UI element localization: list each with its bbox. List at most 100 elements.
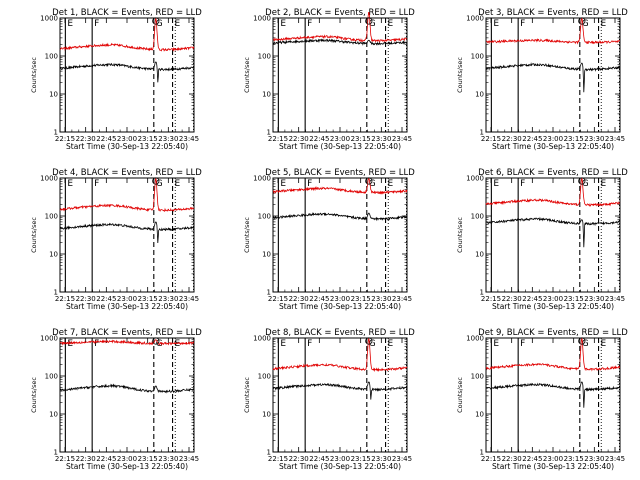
x-tick-label: 23:00: [330, 455, 350, 463]
x-tick-label: 22:30: [502, 135, 522, 143]
y-axis-label: Counts/sec: [30, 217, 38, 253]
axes-frame: [272, 177, 408, 293]
x-tick-label: 23:00: [330, 295, 350, 303]
y-tick-label: 100: [45, 213, 58, 221]
marker-label: F: [520, 179, 525, 189]
x-tick-label: 22:45: [309, 455, 329, 463]
x-tick-label: 23:45: [392, 295, 412, 303]
detector-panel-3: Det 3, BLACK = Events, RED = LLD 1 10 100 10…: [456, 8, 628, 151]
y-tick-label: 1000: [466, 175, 484, 183]
y-tick-label: 10: [262, 251, 271, 259]
x-tick-label: 23:00: [117, 135, 137, 143]
series-lld: [272, 338, 408, 373]
y-axis-label: Counts/sec: [456, 57, 464, 93]
marker-label: G: [369, 19, 376, 29]
y-tick-label: 10: [475, 411, 484, 419]
y-tick-label: 1000: [40, 335, 58, 343]
y-tick-label: 100: [471, 373, 484, 381]
marker-label: E: [388, 179, 394, 189]
axes-frame: [485, 17, 621, 133]
series-events: [485, 216, 621, 248]
x-tick-label: 22:30: [502, 455, 522, 463]
detector-panel-7: Det 7, BLACK = Events, RED = LLD 1 10 100 10…: [30, 328, 202, 471]
x-tick-label: 23:15: [138, 135, 158, 143]
x-tick-label: 23:30: [584, 455, 604, 463]
peak-circle: [152, 177, 160, 185]
x-tick-label: 22:30: [289, 455, 309, 463]
y-axis-label: Counts/sec: [243, 377, 251, 413]
marker-label: G: [582, 339, 589, 349]
peak-circle: [578, 337, 586, 345]
marker-label: G: [369, 179, 376, 189]
y-tick-label: 10: [262, 91, 271, 99]
x-tick-label: 23:15: [351, 455, 371, 463]
x-axis-label: Start Time (30-Sep-13 22:05:40): [492, 462, 614, 471]
x-tick-label: 22:15: [481, 135, 501, 143]
axes-frame: [485, 177, 621, 293]
x-tick-label: 22:15: [55, 455, 75, 463]
x-tick-label: 22:15: [268, 135, 288, 143]
marker-label: F: [94, 19, 99, 29]
peak-circle: [365, 17, 373, 25]
x-tick-label: 23:00: [117, 455, 137, 463]
y-axis-label: Counts/sec: [30, 377, 38, 413]
y-tick-label: 1000: [253, 15, 271, 23]
x-tick-label: 23:15: [138, 295, 158, 303]
x-tick-label: 23:45: [605, 135, 625, 143]
y-axis-label: Counts/sec: [456, 217, 464, 253]
series-lld: [272, 177, 408, 195]
peak-circle: [365, 177, 373, 185]
x-tick-label: 23:15: [351, 295, 371, 303]
y-axis-label: Counts/sec: [243, 57, 251, 93]
marker-label: E: [280, 19, 286, 29]
y-tick-label: 1: [480, 289, 484, 297]
x-axis-label: Start Time (30-Sep-13 22:05:40): [492, 142, 614, 151]
y-tick-label: 1000: [253, 175, 271, 183]
x-tick-label: 23:00: [330, 135, 350, 143]
y-tick-label: 1: [54, 289, 58, 297]
x-tick-label: 23:15: [351, 135, 371, 143]
x-tick-label: 22:15: [55, 135, 75, 143]
x-axis-label: Start Time (30-Sep-13 22:05:40): [279, 302, 401, 311]
x-tick-label: 22:30: [76, 455, 96, 463]
y-axis-label: Counts/sec: [456, 377, 464, 413]
detector-panel-6: Det 6, BLACK = Events, RED = LLD 1 10 100 10…: [456, 168, 628, 311]
panel-title: Det 9, BLACK = Events, RED = LLD: [478, 328, 628, 338]
x-tick-label: 23:00: [543, 135, 563, 143]
x-axis-label: Start Time (30-Sep-13 22:05:40): [66, 462, 188, 471]
axes-frame: [59, 337, 195, 453]
series-lld: [59, 18, 195, 52]
marker-label: F: [307, 179, 312, 189]
series-events: [59, 221, 195, 244]
marker-label: F: [94, 339, 99, 349]
x-axis-label: Start Time (30-Sep-13 22:05:40): [66, 302, 188, 311]
y-tick-label: 10: [262, 411, 271, 419]
marker-label: G: [156, 19, 163, 29]
y-tick-label: 100: [45, 53, 58, 61]
detector-panel-2: Det 2, BLACK = Events, RED = LLD 1 10 100 10…: [243, 8, 415, 151]
x-tick-label: 22:30: [289, 295, 309, 303]
x-tick-label: 23:15: [564, 135, 584, 143]
y-tick-label: 1000: [466, 335, 484, 343]
x-tick-label: 22:45: [522, 455, 542, 463]
x-tick-label: 22:15: [481, 455, 501, 463]
panel-title: Det 2, BLACK = Events, RED = LLD: [265, 8, 415, 18]
y-tick-label: 10: [475, 91, 484, 99]
series-events: [272, 212, 408, 222]
y-tick-label: 1000: [253, 335, 271, 343]
x-tick-label: 22:45: [96, 135, 116, 143]
x-tick-label: 23:45: [605, 455, 625, 463]
marker-label: E: [175, 339, 181, 349]
marker-label: F: [307, 339, 312, 349]
y-tick-label: 1: [480, 449, 484, 457]
x-tick-label: 22:45: [309, 135, 329, 143]
marker-label: G: [582, 19, 589, 29]
series-events: [485, 381, 621, 408]
x-tick-label: 23:15: [564, 455, 584, 463]
y-tick-label: 1: [54, 449, 58, 457]
y-tick-label: 100: [258, 53, 271, 61]
x-tick-label: 23:00: [543, 455, 563, 463]
y-tick-label: 1: [480, 129, 484, 137]
detector-panel-4: Det 4, BLACK = Events, RED = LLD 1 10 100 10…: [30, 168, 202, 311]
x-tick-label: 22:45: [96, 295, 116, 303]
